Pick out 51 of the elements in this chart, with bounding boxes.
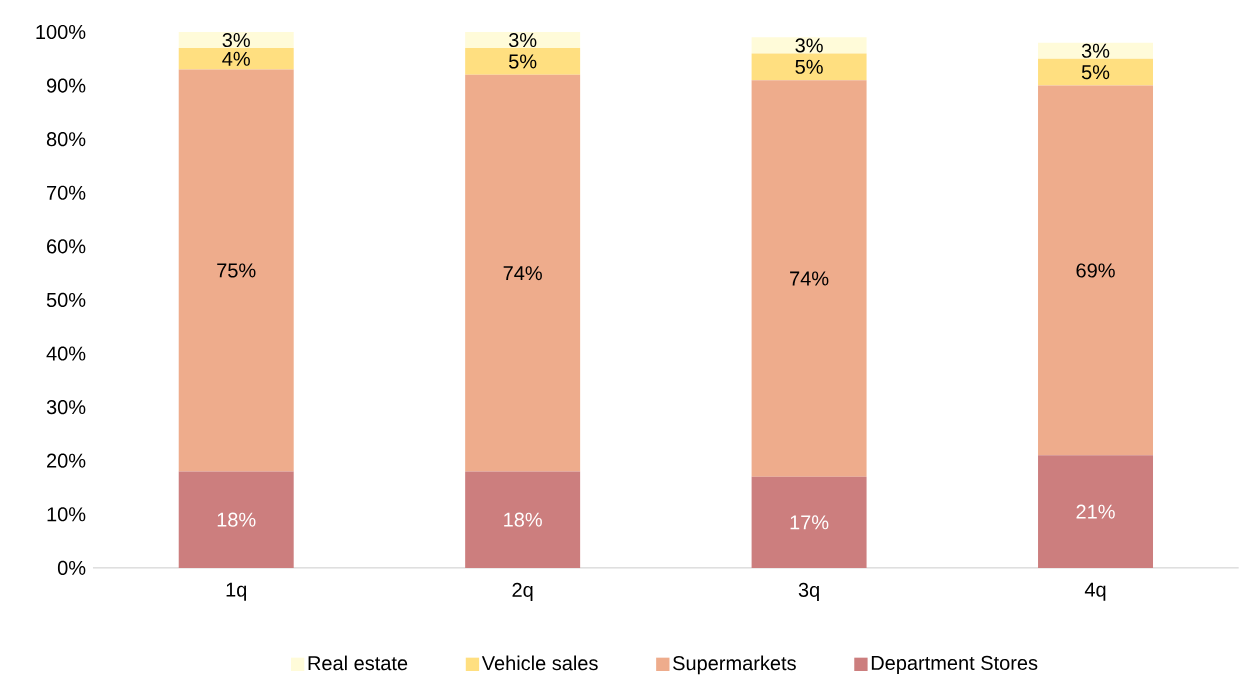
y-tick-label: 40% (46, 346, 86, 361)
bar (1038, 455, 1154, 568)
y-tick-label: 10% (47, 507, 86, 522)
data-label: 3% (222, 32, 250, 47)
y-tick-label: 20% (47, 453, 86, 468)
bar (178, 471, 294, 568)
data-label: 5% (508, 54, 537, 69)
bar (751, 53, 867, 81)
data-label: 3% (508, 32, 537, 47)
y-tick-label: 30% (46, 399, 86, 414)
bar (465, 471, 581, 568)
bar (465, 47, 581, 75)
bar (751, 476, 867, 568)
data-label: 3% (1081, 43, 1110, 58)
data-label: 21% (1076, 504, 1115, 519)
data-label: 5% (795, 59, 823, 74)
bar (1038, 58, 1154, 86)
data-label: 4% (222, 51, 250, 66)
y-tick-label: 70% (47, 185, 86, 200)
y-tick-label: 50% (46, 292, 86, 307)
x-tick-label: 1q (226, 582, 247, 601)
y-tick-label: 100% (36, 24, 86, 39)
y-tick-label: 90% (46, 78, 86, 93)
bar (178, 47, 294, 70)
legend-label: Department Stores (871, 655, 1038, 674)
x-tick-label: 3q (798, 582, 819, 601)
data-label: 74% (503, 265, 542, 280)
bar (751, 37, 867, 54)
data-label: 18% (504, 512, 542, 527)
bar (1038, 85, 1154, 456)
bar (465, 74, 581, 472)
y-tick-label: 60% (47, 239, 86, 254)
x-tick-label: 2q (512, 582, 533, 601)
data-label: 5% (1081, 64, 1110, 80)
data-label: 18% (217, 512, 256, 527)
data-label: 74% (790, 271, 829, 286)
bar (178, 31, 294, 48)
data-label: 69% (1076, 263, 1115, 278)
data-label: 3% (795, 38, 823, 53)
data-label: 17% (790, 515, 829, 530)
y-tick-label: 0% (57, 560, 86, 575)
bar (465, 31, 581, 48)
y-tick-label: 80% (46, 131, 86, 147)
legend-label: Vehicle sales (481, 655, 598, 671)
bar (178, 69, 294, 472)
bar (1038, 42, 1154, 59)
legend-label: Real estate (308, 655, 408, 671)
x-tick-label: 4q (1084, 582, 1106, 601)
legend-label: Supermarkets (673, 655, 796, 675)
data-label: 75% (217, 263, 256, 278)
bar (751, 80, 867, 477)
